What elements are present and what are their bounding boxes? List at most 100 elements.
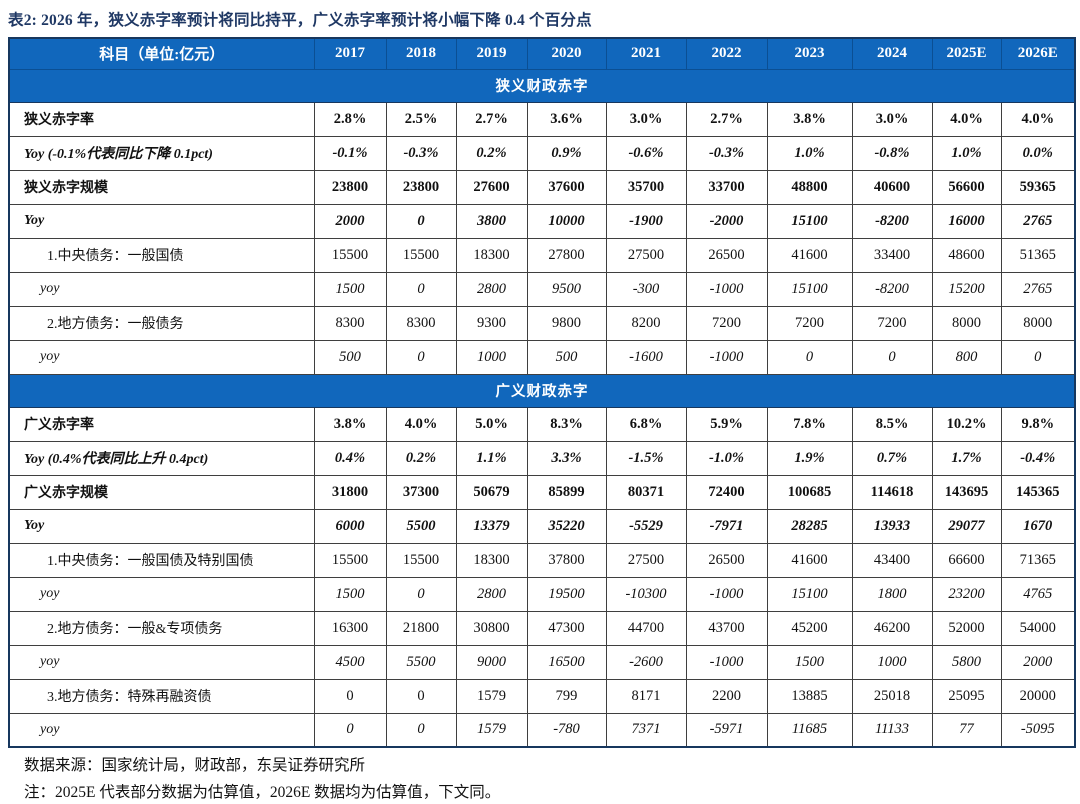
table-row: 1.中央债务：一般国债 15500 15500 18300 27800 27500 2650…: [8, 237, 1076, 273]
table-header-row: 科目（单位:亿元） 2017 2018 2019 2020 2021 2022 2023 20…: [8, 37, 1076, 70]
cell-value: 26500: [685, 237, 768, 273]
cell-value: -1600: [605, 339, 687, 375]
section-title: 广义财政赤字: [8, 373, 1076, 408]
cell-value: 7371: [605, 712, 687, 748]
table-row: 2.地方债务：一般债务 8300 8300 9300 9800 8200 7200 7200 7…: [8, 305, 1076, 341]
header-year-2022: 2022: [685, 37, 768, 70]
cell-value: 37800: [526, 542, 607, 578]
table-row: Yoy 2000 0 3800 10000 -1900 -2000 15100 -8200 160…: [8, 203, 1076, 239]
header-year-2024: 2024: [851, 37, 933, 70]
table-row: 广义赤字规模 31800 37300 50679 85899 80371 72400 1006…: [8, 474, 1076, 510]
cell-value: 21800: [385, 610, 457, 646]
cell-value: 46200: [851, 610, 933, 646]
cell-value: 85899: [526, 474, 607, 510]
cell-value: 52000: [931, 610, 1002, 646]
row-label: Yoy (-0.1%代表同比下降 0.1pct): [8, 135, 315, 171]
cell-value: 8171: [605, 678, 687, 714]
table-title: 表2: 2026 年，狭义赤字率预计将同比持平，广义赤字率预计将小幅下降 0.4…: [8, 12, 592, 29]
table-row: yoy 1500 0 2800 9500 -300 -1000 15100 -8200 15200…: [8, 271, 1076, 307]
cell-value: 2765: [1000, 271, 1076, 307]
cell-value: -0.3%: [385, 135, 457, 171]
cell-value: 5500: [385, 644, 457, 680]
cell-value: 29077: [931, 508, 1002, 544]
cell-value: 9000: [455, 644, 528, 680]
row-label: Yoy: [8, 203, 315, 239]
cell-value: 4765: [1000, 576, 1076, 612]
data-source-text: 数据来源：国家统计局，财政部，东吴证券研究所: [24, 757, 366, 774]
cell-value: 56600: [931, 169, 1002, 205]
cell-value: 35220: [526, 508, 607, 544]
row-label: yoy: [8, 712, 315, 748]
row-label: 狭义赤字率: [8, 101, 315, 137]
cell-value: 100685: [766, 474, 853, 510]
cell-value: 0: [385, 271, 457, 307]
cell-value: -10300: [605, 576, 687, 612]
cell-value: 2000: [313, 203, 387, 239]
cell-value: 0: [851, 339, 933, 375]
table-row: Yoy (0.4%代表同比上升 0.4pct) 0.4% 0.2% 1.1% 3.3% -…: [8, 440, 1076, 476]
cell-value: 26500: [685, 542, 768, 578]
cell-value: 800: [931, 339, 1002, 375]
cell-value: 6000: [313, 508, 387, 544]
cell-value: 0: [385, 678, 457, 714]
cell-value: 7.8%: [766, 406, 853, 442]
cell-value: 44700: [605, 610, 687, 646]
cell-value: 1579: [455, 678, 528, 714]
table-row: yoy 4500 5500 9000 16500 -2600 -1000 1500 1000 58…: [8, 644, 1076, 680]
cell-value: 47300: [526, 610, 607, 646]
cell-value: -5095: [1000, 712, 1076, 748]
cell-value: -0.6%: [605, 135, 687, 171]
header-year-2021: 2021: [605, 37, 687, 70]
cell-value: 1500: [766, 644, 853, 680]
cell-value: -8200: [851, 203, 933, 239]
row-label: yoy: [8, 644, 315, 680]
cell-value: 48800: [766, 169, 853, 205]
row-label: 广义赤字率: [8, 406, 315, 442]
cell-value: 16500: [526, 644, 607, 680]
cell-value: 27500: [605, 542, 687, 578]
cell-value: 1.0%: [766, 135, 853, 171]
cell-value: 9.8%: [1000, 406, 1076, 442]
cell-value: 20000: [1000, 678, 1076, 714]
row-label: yoy: [8, 576, 315, 612]
cell-value: 143695: [931, 474, 1002, 510]
cell-value: 1.0%: [931, 135, 1002, 171]
cell-value: -1.0%: [685, 440, 768, 476]
table-row: yoy 500 0 1000 500 -1600 -1000 0 0 800 0: [8, 339, 1076, 375]
cell-value: 7200: [766, 305, 853, 341]
cell-value: 77: [931, 712, 1002, 748]
header-year-2018: 2018: [385, 37, 457, 70]
cell-value: 15500: [385, 542, 457, 578]
table-body: 狭义财政赤字 狭义赤字率 2.8% 2.5% 2.7% 3.6% 3.0% 2.7% 3.8% 3…: [8, 68, 1076, 748]
cell-value: 0.7%: [851, 440, 933, 476]
cell-value: -1.5%: [605, 440, 687, 476]
cell-value: 80371: [605, 474, 687, 510]
cell-value: 25018: [851, 678, 933, 714]
cell-value: -5529: [605, 508, 687, 544]
cell-value: 30800: [455, 610, 528, 646]
cell-value: -0.3%: [685, 135, 768, 171]
cell-value: 15100: [766, 271, 853, 307]
cell-value: 35700: [605, 169, 687, 205]
cell-value: 51365: [1000, 237, 1076, 273]
cell-value: -1000: [685, 339, 768, 375]
cell-value: 8200: [605, 305, 687, 341]
fiscal-deficit-table: 科目（单位:亿元） 2017 2018 2019 2020 2021 2022 2023 20…: [8, 37, 1076, 748]
table-footer: 数据来源：国家统计局，财政部，东吴证券研究所 注：2025E 代表部分数据为估算…: [8, 748, 1074, 800]
cell-value: 4500: [313, 644, 387, 680]
cell-value: -2000: [685, 203, 768, 239]
cell-value: -0.4%: [1000, 440, 1076, 476]
cell-value: 15200: [931, 271, 1002, 307]
cell-value: 45200: [766, 610, 853, 646]
cell-value: -8200: [851, 271, 933, 307]
table-row: Yoy (-0.1%代表同比下降 0.1pct) -0.1% -0.3% 0.2% 0.…: [8, 135, 1076, 171]
cell-value: 8.3%: [526, 406, 607, 442]
cell-value: 0.4%: [313, 440, 387, 476]
cell-value: 0: [385, 339, 457, 375]
cell-value: 33700: [685, 169, 768, 205]
row-label: yoy: [8, 271, 315, 307]
cell-value: 2.7%: [685, 101, 768, 137]
cell-value: -2600: [605, 644, 687, 680]
header-year-2019: 2019: [455, 37, 528, 70]
cell-value: 37300: [385, 474, 457, 510]
